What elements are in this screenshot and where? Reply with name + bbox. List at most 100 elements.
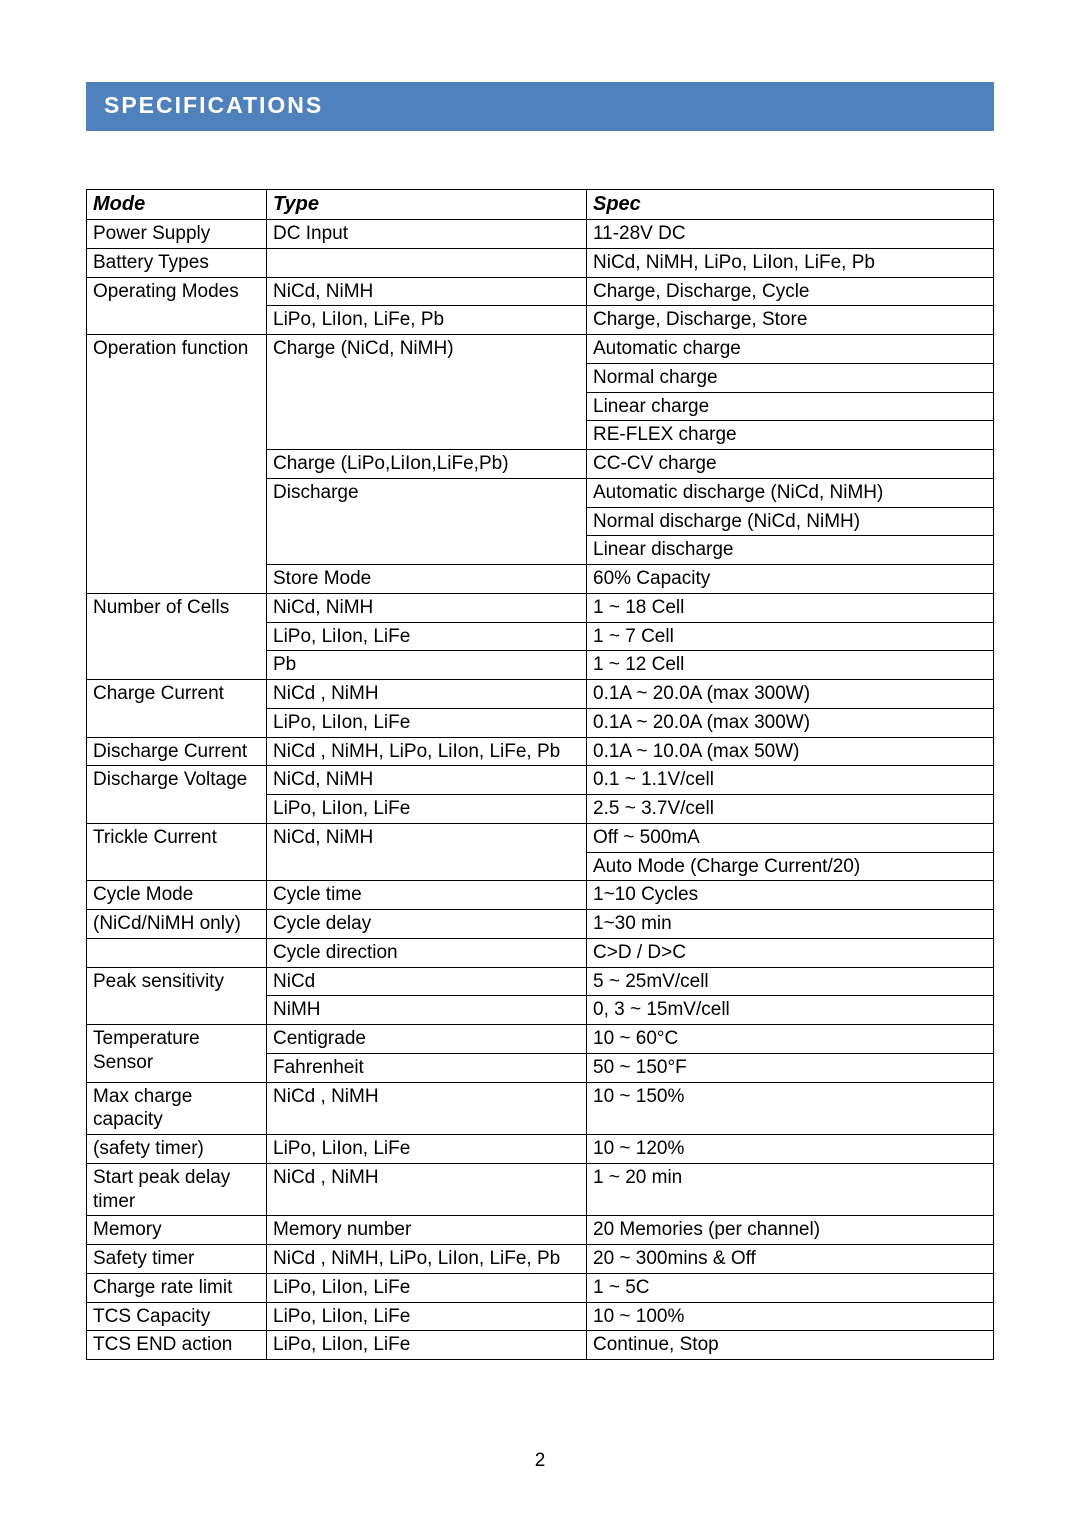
- cell-spec: 2.5 ~ 3.7V/cell: [587, 795, 994, 824]
- cell-mode: Number of Cells: [87, 593, 267, 679]
- cell-spec: NiCd, NiMH, LiPo, LiIon, LiFe, Pb: [587, 248, 994, 277]
- cell-mode: Power Supply: [87, 220, 267, 249]
- cell-mode: Safety timer: [87, 1245, 267, 1274]
- table-row: Peak sensitivityNiCd5 ~ 25mV/cell: [87, 967, 994, 996]
- cell-mode: Discharge Current: [87, 737, 267, 766]
- cell-type: LiPo, LiIon, LiFe: [267, 1273, 587, 1302]
- cell-spec: RE-FLEX charge: [587, 421, 994, 450]
- cell-type: Memory number: [267, 1216, 587, 1245]
- table-row: Cycle directionC>D / D>C: [87, 938, 994, 967]
- cell-spec: Automatic discharge (NiCd, NiMH): [587, 478, 994, 507]
- cell-mode: Discharge Voltage: [87, 766, 267, 824]
- cell-type: Discharge: [267, 478, 587, 564]
- cell-spec: 0.1A ~ 10.0A (max 50W): [587, 737, 994, 766]
- table-row: Operation functionCharge (NiCd, NiMH)Aut…: [87, 335, 994, 364]
- cell-type: Fahrenheit: [267, 1053, 587, 1082]
- cell-type: LiPo, LiIon, LiFe: [267, 708, 587, 737]
- cell-spec: 10 ~ 100%: [587, 1302, 994, 1331]
- cell-type: LiPo, LiIon, LiFe, Pb: [267, 306, 587, 335]
- cell-type: LiPo, LiIon, LiFe: [267, 1331, 587, 1360]
- cell-spec: 1~10 Cycles: [587, 881, 994, 910]
- table-row: Cycle ModeCycle time1~10 Cycles: [87, 881, 994, 910]
- col-header-spec: Spec: [587, 190, 994, 220]
- cell-type: NiCd , NiMH, LiPo, LiIon, LiFe, Pb: [267, 1245, 587, 1274]
- cell-mode: Charge Current: [87, 680, 267, 738]
- table-row: Max charge capacityNiCd , NiMH10 ~ 150%: [87, 1082, 994, 1135]
- cell-type: NiCd , NiMH, LiPo, LiIon, LiFe, Pb: [267, 737, 587, 766]
- cell-mode: Max charge capacity: [87, 1082, 267, 1135]
- cell-spec: Charge, Discharge, Cycle: [587, 277, 994, 306]
- cell-mode: Operation function: [87, 335, 267, 594]
- cell-spec: 60% Capacity: [587, 565, 994, 594]
- cell-mode: Peak sensitivity: [87, 967, 267, 1025]
- cell-type: Pb: [267, 651, 587, 680]
- table-row: Number of CellsNiCd, NiMH1 ~ 18 Cell: [87, 593, 994, 622]
- table-row: Start peak delay timerNiCd , NiMH1 ~ 20 …: [87, 1163, 994, 1216]
- cell-spec: 0.1A ~ 20.0A (max 300W): [587, 708, 994, 737]
- page-number: 2: [0, 1450, 1080, 1472]
- cell-spec: 1 ~ 20 min: [587, 1163, 994, 1216]
- table-row: Charge CurrentNiCd , NiMH0.1A ~ 20.0A (m…: [87, 680, 994, 709]
- section-title: SPECIFICATIONS: [86, 82, 994, 131]
- cell-spec: 1 ~ 18 Cell: [587, 593, 994, 622]
- cell-type: Charge (NiCd, NiMH): [267, 335, 587, 450]
- cell-spec: Continue, Stop: [587, 1331, 994, 1360]
- table-row: (safety timer)LiPo, LiIon, LiFe10 ~ 120%: [87, 1135, 994, 1164]
- cell-spec: Normal discharge (NiCd, NiMH): [587, 507, 994, 536]
- cell-spec: Linear discharge: [587, 536, 994, 565]
- table-row: Temperature SensorCentigrade10 ~ 60°C: [87, 1025, 994, 1054]
- table-header-row: Mode Type Spec: [87, 190, 994, 220]
- cell-type: Centigrade: [267, 1025, 587, 1054]
- table-row: (NiCd/NiMH only)Cycle delay1~30 min: [87, 910, 994, 939]
- cell-type: LiPo, LiIon, LiFe: [267, 1135, 587, 1164]
- table-row: Operating ModesNiCd, NiMHCharge, Dischar…: [87, 277, 994, 306]
- cell-spec: 20 Memories (per channel): [587, 1216, 994, 1245]
- cell-spec: 10 ~ 60°C: [587, 1025, 994, 1054]
- cell-spec: 1 ~ 5C: [587, 1273, 994, 1302]
- cell-mode: TCS END action: [87, 1331, 267, 1360]
- page-root: SPECIFICATIONS Mode Type Spec Power Supp…: [0, 0, 1080, 1532]
- cell-spec: Automatic charge: [587, 335, 994, 364]
- cell-type: DC Input: [267, 220, 587, 249]
- cell-type: LiPo, LiIon, LiFe: [267, 795, 587, 824]
- cell-spec: 0.1 ~ 1.1V/cell: [587, 766, 994, 795]
- cell-type: Cycle direction: [267, 938, 587, 967]
- table-row: Battery TypesNiCd, NiMH, LiPo, LiIon, Li…: [87, 248, 994, 277]
- cell-type: Cycle time: [267, 881, 587, 910]
- cell-type: NiCd, NiMH: [267, 277, 587, 306]
- cell-mode: (safety timer): [87, 1135, 267, 1164]
- cell-spec: 11-28V DC: [587, 220, 994, 249]
- cell-mode: (NiCd/NiMH only): [87, 910, 267, 939]
- cell-spec: 1~30 min: [587, 910, 994, 939]
- cell-type: Charge (LiPo,LiIon,LiFe,Pb): [267, 450, 587, 479]
- cell-mode: Memory: [87, 1216, 267, 1245]
- cell-type: NiCd: [267, 967, 587, 996]
- table-row: Trickle CurrentNiCd, NiMHOff ~ 500mA: [87, 823, 994, 852]
- cell-type: LiPo, LiIon, LiFe: [267, 622, 587, 651]
- cell-mode: [87, 938, 267, 967]
- cell-type: NiCd , NiMH: [267, 680, 587, 709]
- table-row: MemoryMemory number20 Memories (per chan…: [87, 1216, 994, 1245]
- table-row: Safety timerNiCd , NiMH, LiPo, LiIon, Li…: [87, 1245, 994, 1274]
- table-row: Power SupplyDC Input11-28V DC: [87, 220, 994, 249]
- cell-mode: Operating Modes: [87, 277, 267, 335]
- cell-type: NiCd, NiMH: [267, 823, 587, 881]
- cell-spec: 10 ~ 150%: [587, 1082, 994, 1135]
- cell-spec: Off ~ 500mA: [587, 823, 994, 852]
- cell-spec: 5 ~ 25mV/cell: [587, 967, 994, 996]
- cell-spec: 1 ~ 7 Cell: [587, 622, 994, 651]
- table-row: TCS CapacityLiPo, LiIon, LiFe10 ~ 100%: [87, 1302, 994, 1331]
- cell-spec: 1 ~ 12 Cell: [587, 651, 994, 680]
- cell-type: NiCd , NiMH: [267, 1082, 587, 1135]
- cell-spec: Charge, Discharge, Store: [587, 306, 994, 335]
- cell-spec: CC-CV charge: [587, 450, 994, 479]
- cell-mode: Trickle Current: [87, 823, 267, 881]
- col-header-mode: Mode: [87, 190, 267, 220]
- cell-mode: Temperature Sensor: [87, 1025, 267, 1083]
- cell-type: NiCd , NiMH: [267, 1163, 587, 1216]
- cell-mode: Cycle Mode: [87, 881, 267, 910]
- cell-spec: Linear charge: [587, 392, 994, 421]
- spec-table: Mode Type Spec Power SupplyDC Input11-28…: [86, 189, 994, 1360]
- cell-spec: Auto Mode (Charge Current/20): [587, 852, 994, 881]
- table-row: Discharge VoltageNiCd, NiMH0.1 ~ 1.1V/ce…: [87, 766, 994, 795]
